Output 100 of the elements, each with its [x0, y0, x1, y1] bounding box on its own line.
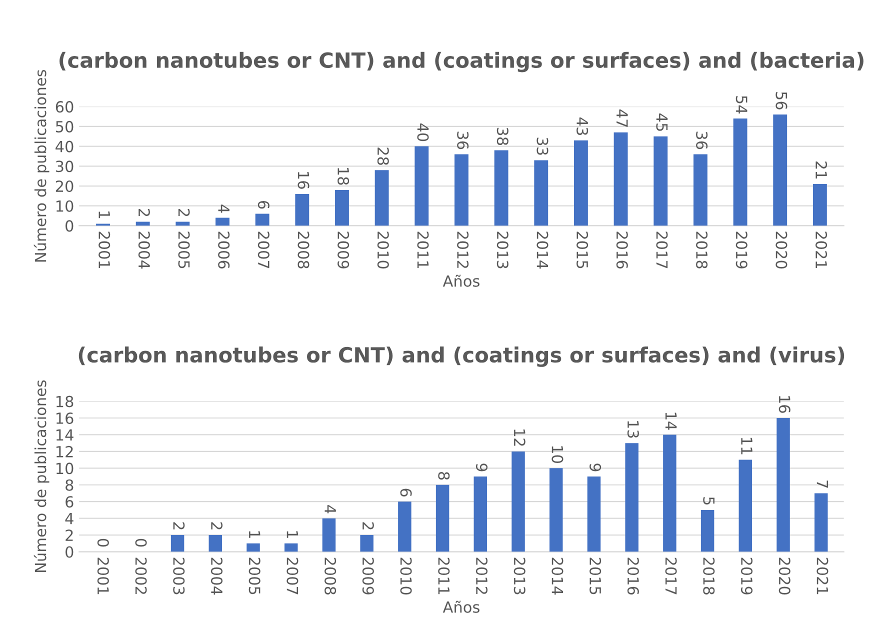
- x-tick-label: 2007: [258, 232, 270, 268]
- data-label: 1: [98, 212, 110, 218]
- chart-title: (carbon nanotubes or CNT) and (coatings or surfaces) and (virus): [78, 346, 844, 367]
- x-axis-title: Años: [442, 600, 480, 613]
- x-tick-label: 2019: [736, 232, 748, 268]
- x-tick-label: 2013: [496, 232, 508, 268]
- y-tick-label: 16: [56, 412, 74, 424]
- y-tick-label: 2: [66, 530, 73, 541]
- data-label: 18: [338, 168, 350, 185]
- y-tick-label: 18: [56, 396, 74, 408]
- data-label: 9: [590, 464, 602, 472]
- bar: [335, 190, 349, 226]
- x-tick-label: 2005: [248, 558, 260, 594]
- chart-title: (carbon nanotubes or CNT) and (coatings or surfaces) and (bacteria): [60, 52, 864, 72]
- data-label: 13: [627, 421, 639, 438]
- x-axis-title: Años: [442, 274, 480, 287]
- data-label: 4: [324, 505, 336, 514]
- bar: [700, 510, 714, 552]
- x-tick-label: 2021: [816, 558, 828, 594]
- data-label: 45: [656, 114, 668, 131]
- x-tick-label: 2020: [778, 558, 790, 594]
- bar: [436, 484, 450, 552]
- data-label: 0: [97, 538, 109, 547]
- bar: [176, 222, 190, 226]
- x-tick-label: 2011: [417, 232, 429, 268]
- data-label: 33: [536, 138, 548, 155]
- x-tick-label: 2010: [377, 232, 389, 268]
- x-tick-label: 2004: [138, 232, 150, 269]
- x-tick-label: 2015: [576, 232, 588, 268]
- bar: [812, 184, 827, 226]
- data-label: 2: [178, 208, 190, 216]
- y-tick-label: 10: [56, 462, 74, 474]
- x-tick-label: 2018: [696, 232, 708, 268]
- x-tick-label: 2016: [627, 558, 639, 595]
- x-tick-label: 2014: [536, 232, 548, 269]
- x-tick-label: 2017: [656, 232, 668, 268]
- y-tick-label: 20: [56, 180, 74, 192]
- x-tick-label: 2007: [286, 558, 298, 594]
- bar: [663, 434, 676, 552]
- data-label: 1: [249, 531, 260, 538]
- bar: [574, 140, 588, 226]
- bar: [170, 535, 184, 552]
- data-label: 4: [218, 204, 230, 213]
- data-label: 8: [438, 472, 450, 480]
- bar: [738, 460, 752, 552]
- data-label: 16: [778, 396, 790, 413]
- data-label: 2: [138, 208, 150, 216]
- x-tick-label: 2003: [173, 558, 185, 594]
- y-tick-label: 40: [56, 140, 74, 152]
- data-label: 1: [286, 531, 298, 538]
- bar: [322, 518, 336, 552]
- data-label: 16: [298, 172, 310, 189]
- data-label: 43: [576, 117, 588, 135]
- data-label: 36: [696, 132, 708, 150]
- y-tick-label: 8: [66, 479, 74, 491]
- y-axis-title: Número de publicaciones: [34, 70, 50, 262]
- bar: [136, 222, 150, 226]
- bar: [216, 218, 230, 226]
- x-tick-label: 2006: [218, 232, 230, 268]
- bar: [587, 476, 601, 552]
- y-tick-label: 4: [65, 512, 74, 524]
- bar: [494, 150, 508, 226]
- x-tick-label: 2008: [324, 558, 336, 594]
- data-label: 28: [377, 148, 389, 165]
- x-tick-label: 2009: [362, 558, 374, 594]
- bar: [773, 114, 788, 226]
- bar: [360, 535, 374, 552]
- x-tick-label: 2019: [740, 558, 753, 594]
- bar: [284, 543, 298, 552]
- x-tick-label: 2004: [210, 558, 223, 595]
- x-tick-label: 2001: [98, 232, 110, 268]
- y-axis-title: Número de publicaciones: [34, 380, 50, 572]
- data-label: 2: [362, 522, 374, 530]
- bar: [246, 543, 260, 552]
- x-tick-label: 2015: [590, 558, 602, 594]
- bar: [549, 468, 563, 552]
- y-tick-label: 10: [56, 200, 74, 212]
- y-tick-label: 12: [56, 446, 73, 458]
- bar: [374, 170, 389, 226]
- bar: [208, 535, 222, 552]
- data-label: 47: [616, 110, 628, 127]
- data-label: 40: [417, 123, 429, 142]
- x-tick-label: 2009: [338, 232, 350, 268]
- data-label: 56: [776, 92, 788, 110]
- data-label: 21: [816, 162, 828, 178]
- y-tick-label: 60: [56, 101, 74, 113]
- bar: [776, 418, 790, 552]
- bar: [733, 118, 748, 226]
- bar: [654, 136, 668, 226]
- bar: [474, 476, 488, 552]
- x-tick-label: 2016: [616, 232, 628, 268]
- x-tick-label: 2014: [552, 558, 564, 595]
- bar: [814, 493, 828, 552]
- data-label: 36: [457, 132, 469, 150]
- bar: [534, 160, 548, 226]
- x-tick-label: 2008: [298, 232, 310, 268]
- bar: [295, 194, 310, 226]
- data-label: 12: [514, 430, 526, 446]
- x-tick-label: 2001: [97, 558, 109, 594]
- x-tick-label: 2018: [703, 558, 715, 594]
